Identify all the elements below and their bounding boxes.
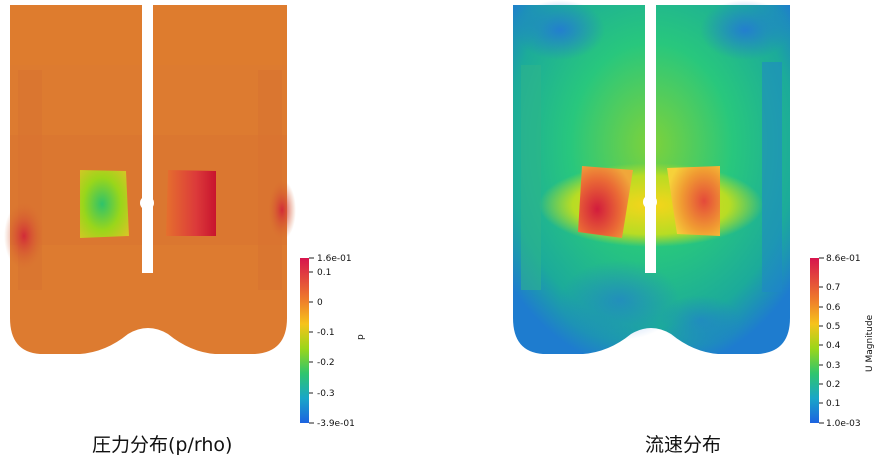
velocity-colorbar-min: 1.0e-03 <box>826 419 861 429</box>
pressure-colorbar-tick: -0.1 <box>317 328 335 338</box>
velocity-colorbar-tick: 0.5 <box>826 322 840 332</box>
pressure-field <box>4 5 296 354</box>
pressure-colorbar-tick: 0.1 <box>317 268 331 278</box>
velocity-colorbar-tick: 0.6 <box>826 303 841 313</box>
pressure-colorbar-tick: -0.3 <box>317 389 335 399</box>
velocity-colorbar-title: U Magnitude <box>865 314 875 372</box>
velocity-colorbar-tick: 0.1 <box>826 399 840 409</box>
velocity-colorbar: 8.6e-01 0.7 0.6 0.5 0.4 0.3 0.2 0.1 1.0e… <box>810 254 875 429</box>
pressure-colorbar-min: -3.9e-01 <box>317 419 355 429</box>
pressure-colorbar: 1.6e-01 0.1 0 -0.1 -0.2 -0.3 -3.9e-01 p <box>300 254 366 429</box>
velocity-caption: 流速分布 <box>645 434 722 456</box>
velocity-colorbar-max: 8.6e-01 <box>826 254 861 264</box>
pressure-colorbar-max: 1.6e-01 <box>317 254 352 264</box>
velocity-colorbar-tick: 0.2 <box>826 380 840 390</box>
velocity-colorbar-gradient <box>810 258 819 423</box>
velocity-colorbar-tick: 0.4 <box>826 341 841 351</box>
pressure-colorbar-title: p <box>356 334 366 340</box>
pressure-colorbar-gradient <box>300 258 309 423</box>
pressure-colorbar-tick: 0 <box>317 298 323 308</box>
velocity-colorbar-tick: 0.3 <box>826 361 840 371</box>
pressure-colorbar-tick: -0.2 <box>317 358 335 368</box>
velocity-colorbar-tick: 0.7 <box>826 283 840 293</box>
pressure-caption: 圧力分布(p/rho) <box>92 434 233 456</box>
velocity-field <box>513 0 790 354</box>
